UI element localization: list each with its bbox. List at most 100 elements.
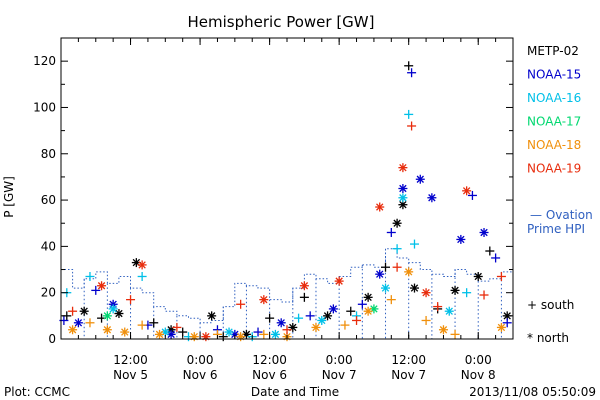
noaa-19-south-point: [68, 306, 78, 316]
north-marker-key: * north: [527, 331, 569, 345]
noaa-18-north-point: [363, 306, 373, 316]
noaa-18-north-point: [311, 322, 321, 332]
metp-02-north-point: [409, 283, 419, 293]
noaa-15-north-point: [427, 193, 437, 203]
noaa-16-south-point: [409, 239, 419, 249]
x-tick-label-time: 12:00: [113, 353, 148, 367]
noaa-16-south-point: [85, 271, 95, 281]
x-tick-label-date: Nov 6: [252, 368, 287, 382]
legend-item: METP-02: [527, 44, 579, 58]
noaa-15-south-point: [386, 227, 396, 237]
data-points: [59, 61, 512, 342]
legend-item: NOAA-18: [527, 138, 581, 152]
noaa-19-north-point: [259, 295, 269, 305]
noaa-16-north-point: [108, 304, 118, 314]
x-axis-label: Date and Time: [251, 385, 339, 399]
y-tick-label: 0: [48, 332, 56, 346]
y-tick-label: 60: [41, 193, 56, 207]
noaa-18-north-point: [155, 329, 165, 339]
noaa-16-north-point: [381, 283, 391, 293]
noaa-16-south-point: [392, 244, 402, 254]
noaa-19-south-point: [172, 322, 182, 332]
chart-title: Hemispheric Power [GW]: [188, 13, 375, 31]
y-tick-label: 120: [33, 54, 56, 68]
noaa-18-north-point: [404, 267, 414, 277]
noaa-15-south-point: [467, 190, 477, 200]
south-marker-key: + south: [527, 298, 574, 312]
x-tick-label-date: Nov 5: [113, 368, 148, 382]
noaa-18-south-point: [340, 320, 350, 330]
x-tick-label-time: 0:00: [326, 353, 353, 367]
noaa-17-north-point: [102, 311, 112, 321]
noaa-19-north-point: [334, 276, 344, 286]
noaa-19-north-point: [421, 288, 431, 298]
noaa-15-north-point: [73, 318, 83, 328]
noaa-16-north-point: [317, 315, 327, 325]
noaa-19-north-point: [97, 281, 107, 291]
y-tick-label: 40: [41, 239, 56, 253]
x-tick-label-time: 12:00: [391, 353, 426, 367]
y-tick-label: 80: [41, 147, 56, 161]
noaa-18-north-point: [120, 327, 130, 337]
metp-02-south-point: [218, 332, 228, 342]
plot-credit: Plot: CCMC: [4, 385, 70, 399]
noaa-15-south-point: [253, 327, 263, 337]
plot-frame: [60, 37, 514, 340]
noaa-15-north-point: [415, 174, 425, 184]
noaa-18-south-point: [386, 295, 396, 305]
metp-02-south-point: [265, 313, 275, 323]
x-tick-label-date: Nov 7: [322, 368, 357, 382]
noaa-16-north-point: [224, 327, 234, 337]
noaa-19-south-point: [433, 302, 443, 312]
metp-02-north-point: [288, 322, 298, 332]
noaa-18-south-point: [259, 329, 269, 339]
x-tick-label-date: Nov 8: [461, 368, 496, 382]
metp-02-south-point: [381, 262, 391, 272]
noaa-19-north-point: [462, 186, 472, 196]
y-tick-label: 100: [33, 100, 56, 114]
noaa-15-north-point: [276, 318, 286, 328]
x-tick-label-time: 0:00: [187, 353, 214, 367]
legend: METP-02 NOAA-15 NOAA-16 NOAA-17 NOAA-18 NOAA-…: [527, 44, 581, 176]
noaa-15-north-point: [456, 234, 466, 244]
noaa-15-south-point: [357, 299, 367, 309]
x-tick-label-time: 12:00: [252, 353, 287, 367]
noaa-18-south-point: [85, 318, 95, 328]
noaa-15-south-point: [491, 253, 501, 263]
noaa-18-north-point: [438, 325, 448, 335]
noaa-19-south-point: [126, 295, 136, 305]
noaa-19-north-point: [398, 163, 408, 173]
noaa-16-south-point: [137, 271, 147, 281]
noaa-18-north-point: [236, 332, 246, 342]
noaa-19-north-point: [375, 202, 385, 212]
metp-02-north-point: [114, 309, 124, 319]
x-tick-label-date: Nov 6: [183, 368, 218, 382]
ovation-step-path: [61, 248, 513, 324]
noaa-19-south-point: [496, 271, 506, 281]
ovation-legend-line2: Prime HPI: [527, 222, 585, 236]
noaa-18-south-point: [137, 320, 147, 330]
noaa-15-north-point: [479, 227, 489, 237]
noaa-18-north-point: [189, 332, 199, 342]
noaa-15-south-point: [91, 285, 101, 295]
noaa-18-south-point: [450, 329, 460, 339]
legend-item: NOAA-16: [527, 91, 581, 105]
noaa-16-south-point: [294, 313, 304, 323]
noaa-19-south-point: [407, 121, 417, 131]
noaa-16-north-point: [270, 329, 280, 339]
metp-02-south-point: [299, 292, 309, 302]
noaa-18-north-point: [496, 322, 506, 332]
noaa-15-north-point: [328, 304, 338, 314]
x-tick-label-date: Nov 7: [391, 368, 426, 382]
noaa-15-north-point: [375, 269, 385, 279]
metp-02-north-point: [450, 285, 460, 295]
legend-item: NOAA-15: [527, 68, 581, 82]
metp-02-north-point: [392, 218, 402, 228]
x-tick-label-time: 0:00: [465, 353, 492, 367]
metp-02-north-point: [363, 292, 373, 302]
noaa-19-north-point: [201, 332, 211, 342]
metp-02-north-point: [323, 311, 333, 321]
noaa-19-south-point: [479, 290, 489, 300]
noaa-18-south-point: [421, 315, 431, 325]
